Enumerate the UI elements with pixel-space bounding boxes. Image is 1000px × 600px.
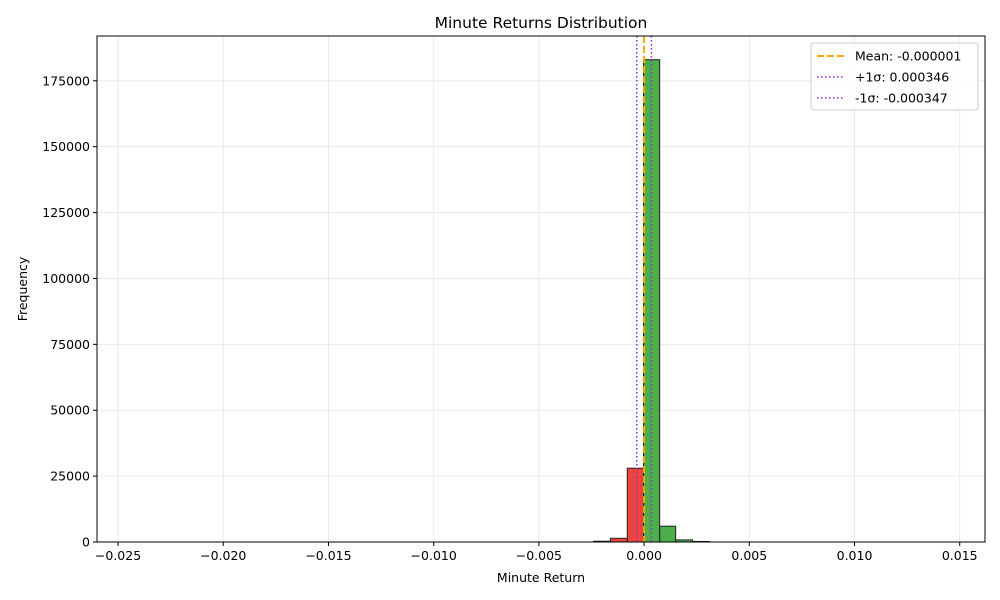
legend: Mean: -0.000001 +1σ: 0.000346 -1σ: -0.0003… bbox=[810, 42, 979, 111]
y-tick-label: 75000 bbox=[50, 337, 90, 352]
legend-entry-2: -1σ: -0.000347 bbox=[855, 91, 948, 106]
plot-area-frame bbox=[96, 35, 986, 543]
y-tick-label: 0 bbox=[82, 535, 90, 550]
legend-entry-1: +1σ: 0.000346 bbox=[855, 70, 949, 85]
x-tick-label: 0.005 bbox=[731, 548, 767, 563]
legend-entry-0: Mean: -0.000001 bbox=[855, 49, 961, 64]
x-tick-label: −0.020 bbox=[200, 548, 246, 563]
y-axis-label: Frequency bbox=[15, 256, 30, 321]
y-tick-label: 100000 bbox=[42, 271, 90, 286]
x-tick-label: −0.005 bbox=[516, 548, 562, 563]
y-axis-ticks: 0 25000 50000 75000 100000 125000 150000 175000 bbox=[42, 73, 97, 550]
x-tick-label: −0.015 bbox=[305, 548, 351, 563]
histogram-bar-1 bbox=[609, 537, 628, 543]
x-tick-label: −0.025 bbox=[95, 548, 141, 563]
y-tick-label: 125000 bbox=[42, 205, 90, 220]
histogram-bar-2 bbox=[626, 467, 644, 543]
x-axis-label: Minute Return bbox=[497, 570, 585, 585]
y-tick-label: 25000 bbox=[50, 469, 90, 484]
x-tick-label: 0.000 bbox=[626, 548, 662, 563]
histogram-bar-4 bbox=[659, 525, 677, 543]
x-tick-label: 0.010 bbox=[837, 548, 873, 563]
reference-lines bbox=[636, 36, 653, 542]
y-tick-label: 50000 bbox=[50, 403, 90, 418]
x-tick-label: −0.010 bbox=[411, 548, 457, 563]
chart-title: Minute Returns Distribution bbox=[435, 14, 648, 32]
legend-box bbox=[810, 42, 979, 111]
x-axis-ticks: −0.025 −0.020 −0.015 −0.010 −0.005 0.000 0.005… bbox=[95, 542, 978, 563]
y-tick-label: 175000 bbox=[42, 73, 90, 88]
y-tick-label: 150000 bbox=[42, 139, 90, 154]
x-tick-label: 0.015 bbox=[942, 548, 978, 563]
